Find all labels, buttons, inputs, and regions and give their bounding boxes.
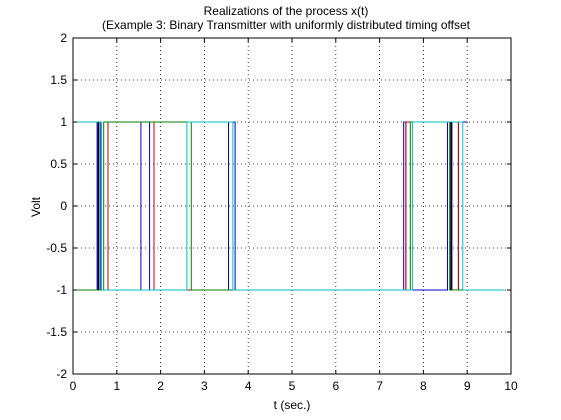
- x-tick-label: 6: [332, 379, 339, 393]
- x-axis-label: t (sec.): [274, 398, 311, 412]
- x-tick-label: 7: [376, 379, 383, 393]
- x-tick-label: 3: [201, 379, 208, 393]
- y-tick-label: 2: [60, 31, 67, 45]
- x-tick-label: 4: [245, 379, 252, 393]
- y-tick-label: 1.5: [50, 73, 67, 87]
- y-tick-label: -1.5: [46, 325, 67, 339]
- x-tick-label: 10: [504, 379, 518, 393]
- y-tick-label: -2: [56, 367, 67, 381]
- chart-title: Realizations of the process x(t): [204, 4, 369, 18]
- y-tick-label: -0.5: [46, 241, 67, 255]
- x-tick-label: 5: [289, 379, 296, 393]
- grid: [73, 38, 511, 374]
- y-axis-label: Volt: [29, 196, 43, 217]
- y-tick-label: -1: [56, 283, 67, 297]
- chart-subtitle: (Example 3: Binary Transmitter with unif…: [102, 18, 471, 32]
- series-line-4: [73, 121, 505, 291]
- data-lines: [73, 121, 505, 291]
- x-tick-label: 0: [70, 379, 77, 393]
- x-tick-label: 1: [113, 379, 120, 393]
- y-tick-label: 0.5: [50, 157, 67, 171]
- x-tick-label: 8: [420, 379, 427, 393]
- y-tick-label: 0: [60, 199, 67, 213]
- series-line-1: [73, 121, 468, 291]
- y-tick-label: 1: [60, 115, 67, 129]
- x-tick-label: 9: [464, 379, 471, 393]
- x-tick-label: 2: [157, 379, 164, 393]
- ticks: 0 1 2 3 4 5 6 7 8 9 10 -2 -1.5 -1 -0.5 0 0.5 1 1.5 2: [46, 31, 518, 393]
